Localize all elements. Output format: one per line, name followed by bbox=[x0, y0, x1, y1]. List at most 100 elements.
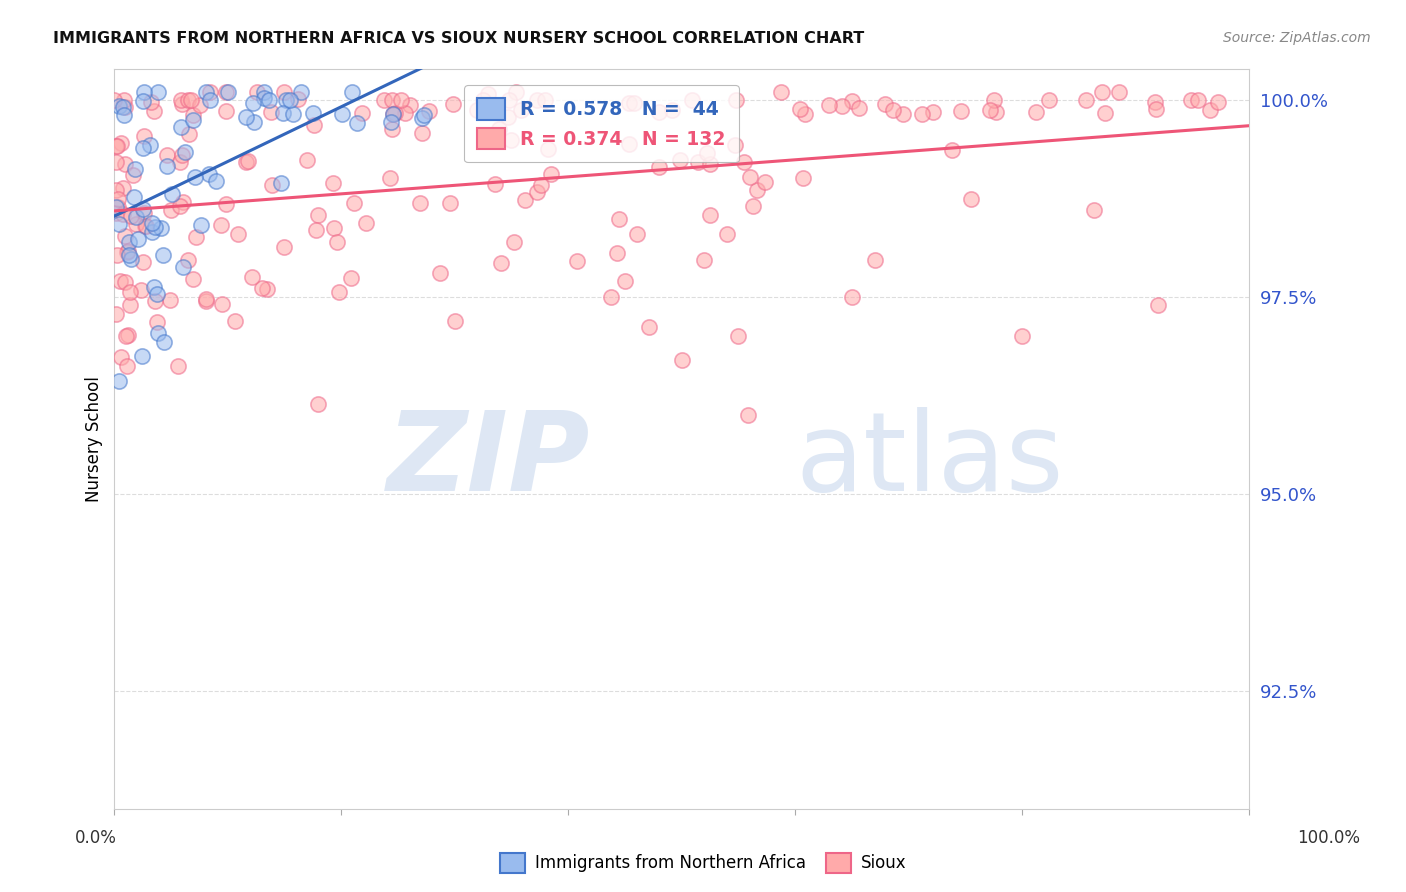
Point bbox=[209, 218, 232, 232]
Point bbox=[132, 128, 155, 143]
Point bbox=[911, 106, 934, 120]
Text: ZIP: ZIP bbox=[387, 408, 591, 515]
Point bbox=[1094, 105, 1116, 120]
Point bbox=[172, 148, 194, 162]
Point bbox=[112, 100, 135, 114]
Point bbox=[354, 216, 377, 230]
Point bbox=[983, 93, 1005, 107]
Point bbox=[215, 196, 238, 211]
Point bbox=[1206, 95, 1229, 110]
Point bbox=[841, 94, 863, 108]
Point bbox=[183, 272, 205, 286]
Point bbox=[252, 281, 274, 295]
Point bbox=[122, 168, 145, 182]
Point bbox=[986, 105, 1008, 120]
Point bbox=[499, 133, 522, 147]
Point bbox=[325, 235, 347, 249]
Point bbox=[343, 196, 366, 211]
Point bbox=[661, 103, 683, 118]
Point bbox=[115, 329, 138, 343]
Text: 0.0%: 0.0% bbox=[75, 829, 117, 847]
Point bbox=[412, 108, 434, 122]
Point bbox=[278, 93, 301, 107]
Point bbox=[271, 105, 294, 120]
Point bbox=[180, 93, 202, 107]
Point bbox=[496, 110, 519, 124]
Point bbox=[537, 142, 560, 156]
Point bbox=[262, 178, 284, 193]
Point bbox=[498, 93, 520, 107]
Point bbox=[381, 107, 404, 121]
Point bbox=[134, 85, 156, 99]
Point bbox=[215, 103, 238, 118]
Point bbox=[330, 107, 353, 121]
Point bbox=[194, 294, 217, 309]
Point bbox=[194, 85, 217, 99]
Point bbox=[526, 93, 548, 107]
Point bbox=[198, 85, 221, 99]
Point bbox=[322, 176, 344, 190]
Point bbox=[623, 95, 645, 110]
Point bbox=[409, 196, 432, 211]
Point bbox=[169, 154, 191, 169]
Point bbox=[118, 248, 141, 262]
Point bbox=[274, 93, 297, 107]
Point bbox=[1198, 103, 1220, 118]
Point bbox=[194, 292, 217, 306]
Point bbox=[174, 145, 197, 159]
Point bbox=[1180, 93, 1202, 107]
Point bbox=[240, 269, 263, 284]
Text: atlas: atlas bbox=[794, 408, 1063, 515]
Point bbox=[105, 139, 128, 153]
Point bbox=[1083, 203, 1105, 218]
Point bbox=[503, 235, 526, 249]
Point bbox=[686, 154, 709, 169]
Point bbox=[129, 283, 152, 297]
Point bbox=[122, 190, 145, 204]
Point bbox=[118, 235, 141, 249]
Legend: Immigrants from Northern Africa, Sioux: Immigrants from Northern Africa, Sioux bbox=[494, 847, 912, 880]
Point bbox=[439, 196, 461, 211]
Point bbox=[380, 115, 402, 129]
Point bbox=[273, 85, 295, 99]
Point bbox=[699, 156, 721, 170]
Point bbox=[139, 137, 162, 152]
Point bbox=[1038, 93, 1060, 107]
Point bbox=[146, 326, 169, 341]
Point bbox=[145, 294, 167, 309]
Point bbox=[188, 98, 211, 112]
Point bbox=[733, 155, 755, 169]
Point bbox=[112, 93, 135, 107]
Point bbox=[609, 211, 631, 226]
Point bbox=[172, 260, 194, 274]
Point bbox=[107, 200, 129, 214]
Point bbox=[115, 359, 138, 373]
Point bbox=[145, 287, 167, 301]
Point bbox=[169, 199, 191, 213]
Point bbox=[139, 95, 162, 110]
Point bbox=[600, 290, 623, 304]
Point bbox=[132, 255, 155, 269]
Point bbox=[297, 153, 319, 167]
Point bbox=[1025, 104, 1047, 119]
Point bbox=[152, 247, 174, 261]
Point bbox=[177, 252, 200, 267]
Point bbox=[384, 106, 406, 120]
Point bbox=[1187, 93, 1209, 107]
Point bbox=[270, 176, 292, 190]
Point bbox=[141, 225, 163, 239]
Point bbox=[118, 285, 141, 300]
Point bbox=[224, 314, 246, 328]
Point bbox=[1144, 95, 1167, 109]
Point bbox=[716, 227, 738, 241]
Text: 100.0%: 100.0% bbox=[1298, 829, 1360, 847]
Point bbox=[346, 116, 368, 130]
Point bbox=[259, 93, 281, 107]
Point bbox=[770, 85, 793, 99]
Point bbox=[882, 103, 904, 118]
Point bbox=[104, 139, 127, 153]
Point bbox=[742, 198, 765, 212]
Point bbox=[488, 122, 510, 136]
Point bbox=[170, 120, 193, 134]
Point bbox=[108, 99, 131, 113]
